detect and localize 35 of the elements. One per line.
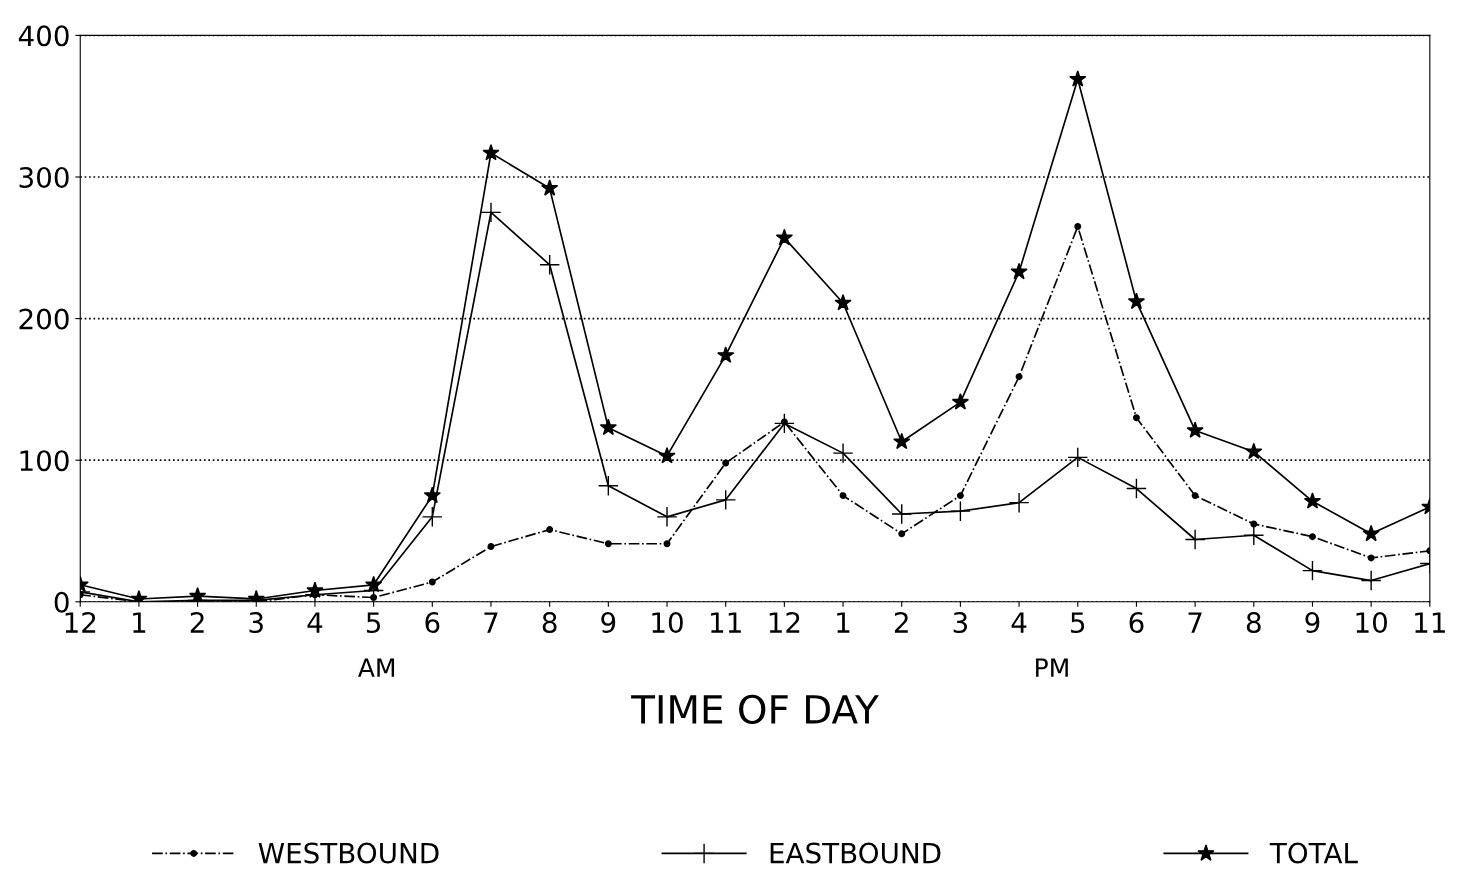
x-tick-label: 8 (1246, 612, 1261, 634)
legend-label: TOTAL (1269, 842, 1358, 864)
x-tick-label: 12 (65, 612, 96, 633)
x-tick-label: 10 (652, 612, 683, 634)
legend-label: EASTBOUND (770, 842, 941, 864)
legend-label: WESTBOUND (258, 842, 439, 864)
y-tick-label: 300 (19, 166, 69, 188)
x-tick-label: 9 (1305, 612, 1320, 634)
x-tick-label: 2 (190, 612, 204, 633)
x-tick-label: 6 (425, 612, 440, 634)
y-tick-label: 400 (18, 25, 69, 47)
text: PM (1036, 658, 1068, 677)
x-tick-label: 6 (1129, 612, 1144, 634)
x-tick-label: 3 (953, 612, 968, 634)
x-tick-label: 12 (769, 612, 800, 633)
x-tick-label: 10 (1356, 612, 1387, 634)
x-tick-label: 11 (1415, 612, 1445, 633)
x-tick-label: 9 (601, 612, 616, 634)
x-axis-title: TIME OF DAY (631, 694, 879, 725)
x-tick-label: 1 (837, 612, 850, 633)
y-tick-label: 100 (20, 450, 69, 472)
x-tick-label: 7 (1188, 612, 1202, 633)
x-tick-label: 4 (307, 612, 323, 633)
x-tick-label: 7 (484, 612, 498, 633)
text: AM (358, 658, 395, 677)
x-tick-label: 11 (711, 612, 741, 633)
x-tick-label: 5 (366, 612, 381, 634)
x-tick-label: 3 (249, 612, 263, 634)
x-tick-label: 2 (894, 612, 908, 633)
y-tick-label: 0 (54, 591, 69, 613)
y-tick-label: 200 (19, 308, 69, 330)
x-tick-label: 1 (133, 612, 146, 633)
x-tick-label: 4 (1011, 612, 1027, 633)
x-tick-label: 8 (542, 612, 557, 634)
x-tick-label: 5 (1071, 612, 1085, 634)
